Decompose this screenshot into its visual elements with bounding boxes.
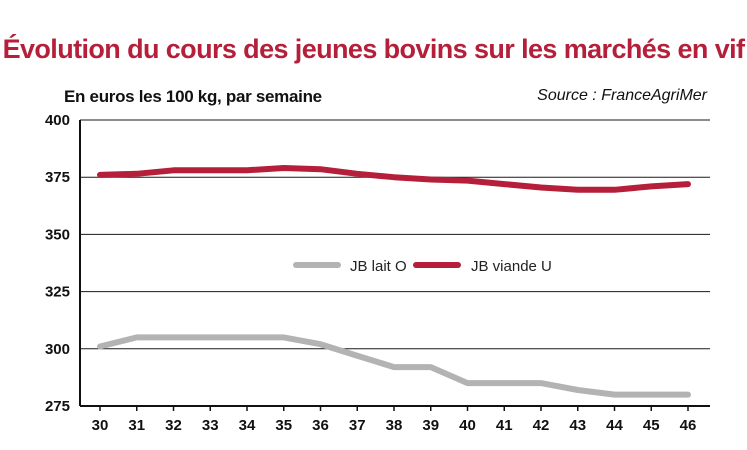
x-tick-label: 32	[165, 417, 182, 434]
x-tick-label: 44	[606, 417, 623, 434]
x-tick-label: 39	[422, 417, 439, 434]
x-tick-label: 35	[275, 417, 292, 434]
x-tick-label: 40	[459, 417, 476, 434]
y-tick-label: 350	[45, 226, 70, 243]
legend: JB lait O JB viande U	[293, 258, 552, 275]
x-tick-label: 30	[92, 417, 109, 434]
y-tick-label: 375	[45, 169, 70, 186]
x-tick-label: 34	[239, 417, 256, 434]
x-tick-label: 45	[643, 417, 660, 434]
x-tick-label: 36	[312, 417, 329, 434]
legend-label: JB viande U	[471, 258, 552, 275]
chart-source: Source : FranceAgriMer	[537, 87, 707, 104]
y-tick-label: 400	[45, 112, 70, 129]
x-tick-label: 46	[680, 417, 697, 434]
series-line-jb-viande-u	[97, 165, 691, 193]
y-tick-label: 275	[45, 398, 70, 415]
x-tick-label: 42	[533, 417, 550, 434]
chart-subtitle: En euros les 100 kg, par semaine	[64, 87, 322, 106]
x-tick-label: 41	[496, 417, 513, 434]
y-tick-label: 300	[45, 341, 70, 358]
legend-label: JB lait O	[350, 258, 407, 275]
x-tick-label: 33	[202, 417, 219, 434]
x-tick-label: 43	[569, 417, 586, 434]
x-tick-label: 38	[386, 417, 403, 434]
series-line-jb-lait-o	[97, 334, 691, 398]
x-tick-label: 37	[349, 417, 366, 434]
chart-title: Évolution du cours des jeunes bovins sur…	[2, 34, 745, 64]
x-tick-label: 31	[128, 417, 145, 434]
y-tick-label: 325	[45, 284, 70, 301]
